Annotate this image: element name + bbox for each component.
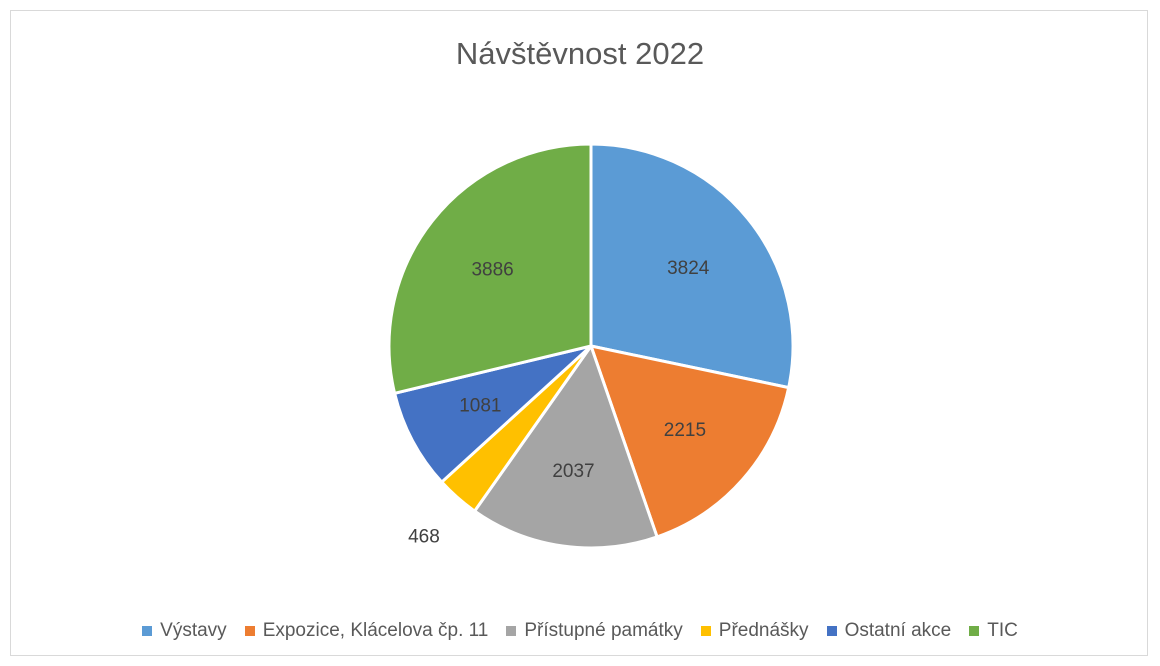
legend-swatch: [506, 626, 517, 636]
legend-swatch: [700, 626, 711, 636]
data-label: 2037: [552, 461, 594, 482]
chart-legend: Výstavy Expozice, Klácelova čp. 11 Přístup…: [0, 620, 1160, 642]
pie-slice: [387, 142, 593, 395]
legend-item: TIC: [969, 620, 1018, 642]
legend-label: Expozice, Klácelova čp. 11: [262, 620, 489, 641]
legend-swatch: [969, 626, 980, 636]
data-label: 3824: [667, 258, 710, 279]
legend-item: Přístupné památky: [506, 620, 683, 642]
legend-swatch: [142, 626, 153, 636]
legend-item: Expozice, Klácelova čp. 11: [244, 620, 489, 642]
pie-slice: [589, 142, 795, 390]
pie-slice: [393, 344, 593, 484]
legend-label: TIC: [987, 620, 1018, 641]
data-label: 3886: [471, 260, 513, 281]
pie-slice: [473, 344, 659, 550]
legend-item: Ostatní akce: [826, 620, 952, 642]
legend-item: Výstavy: [142, 620, 227, 642]
legend-label: Výstavy: [160, 620, 227, 641]
chart-title: Návštěvnost 2022: [455, 36, 705, 71]
legend-label: Ostatní akce: [844, 620, 952, 641]
pie-slice: [589, 344, 791, 539]
pie-slices: [387, 142, 795, 550]
legend-label: Přednášky: [718, 620, 809, 641]
legend-item: Přednášky: [700, 620, 809, 642]
legend-swatch: [244, 626, 255, 636]
data-label: 2215: [664, 420, 706, 441]
legend-label: Přístupné památky: [524, 620, 683, 641]
data-label: 1081: [459, 396, 501, 417]
legend-swatch: [826, 626, 837, 636]
data-label: 468: [408, 526, 440, 547]
pie-data-labels: 3824 2215 2037 468 1081 3886: [408, 258, 710, 547]
